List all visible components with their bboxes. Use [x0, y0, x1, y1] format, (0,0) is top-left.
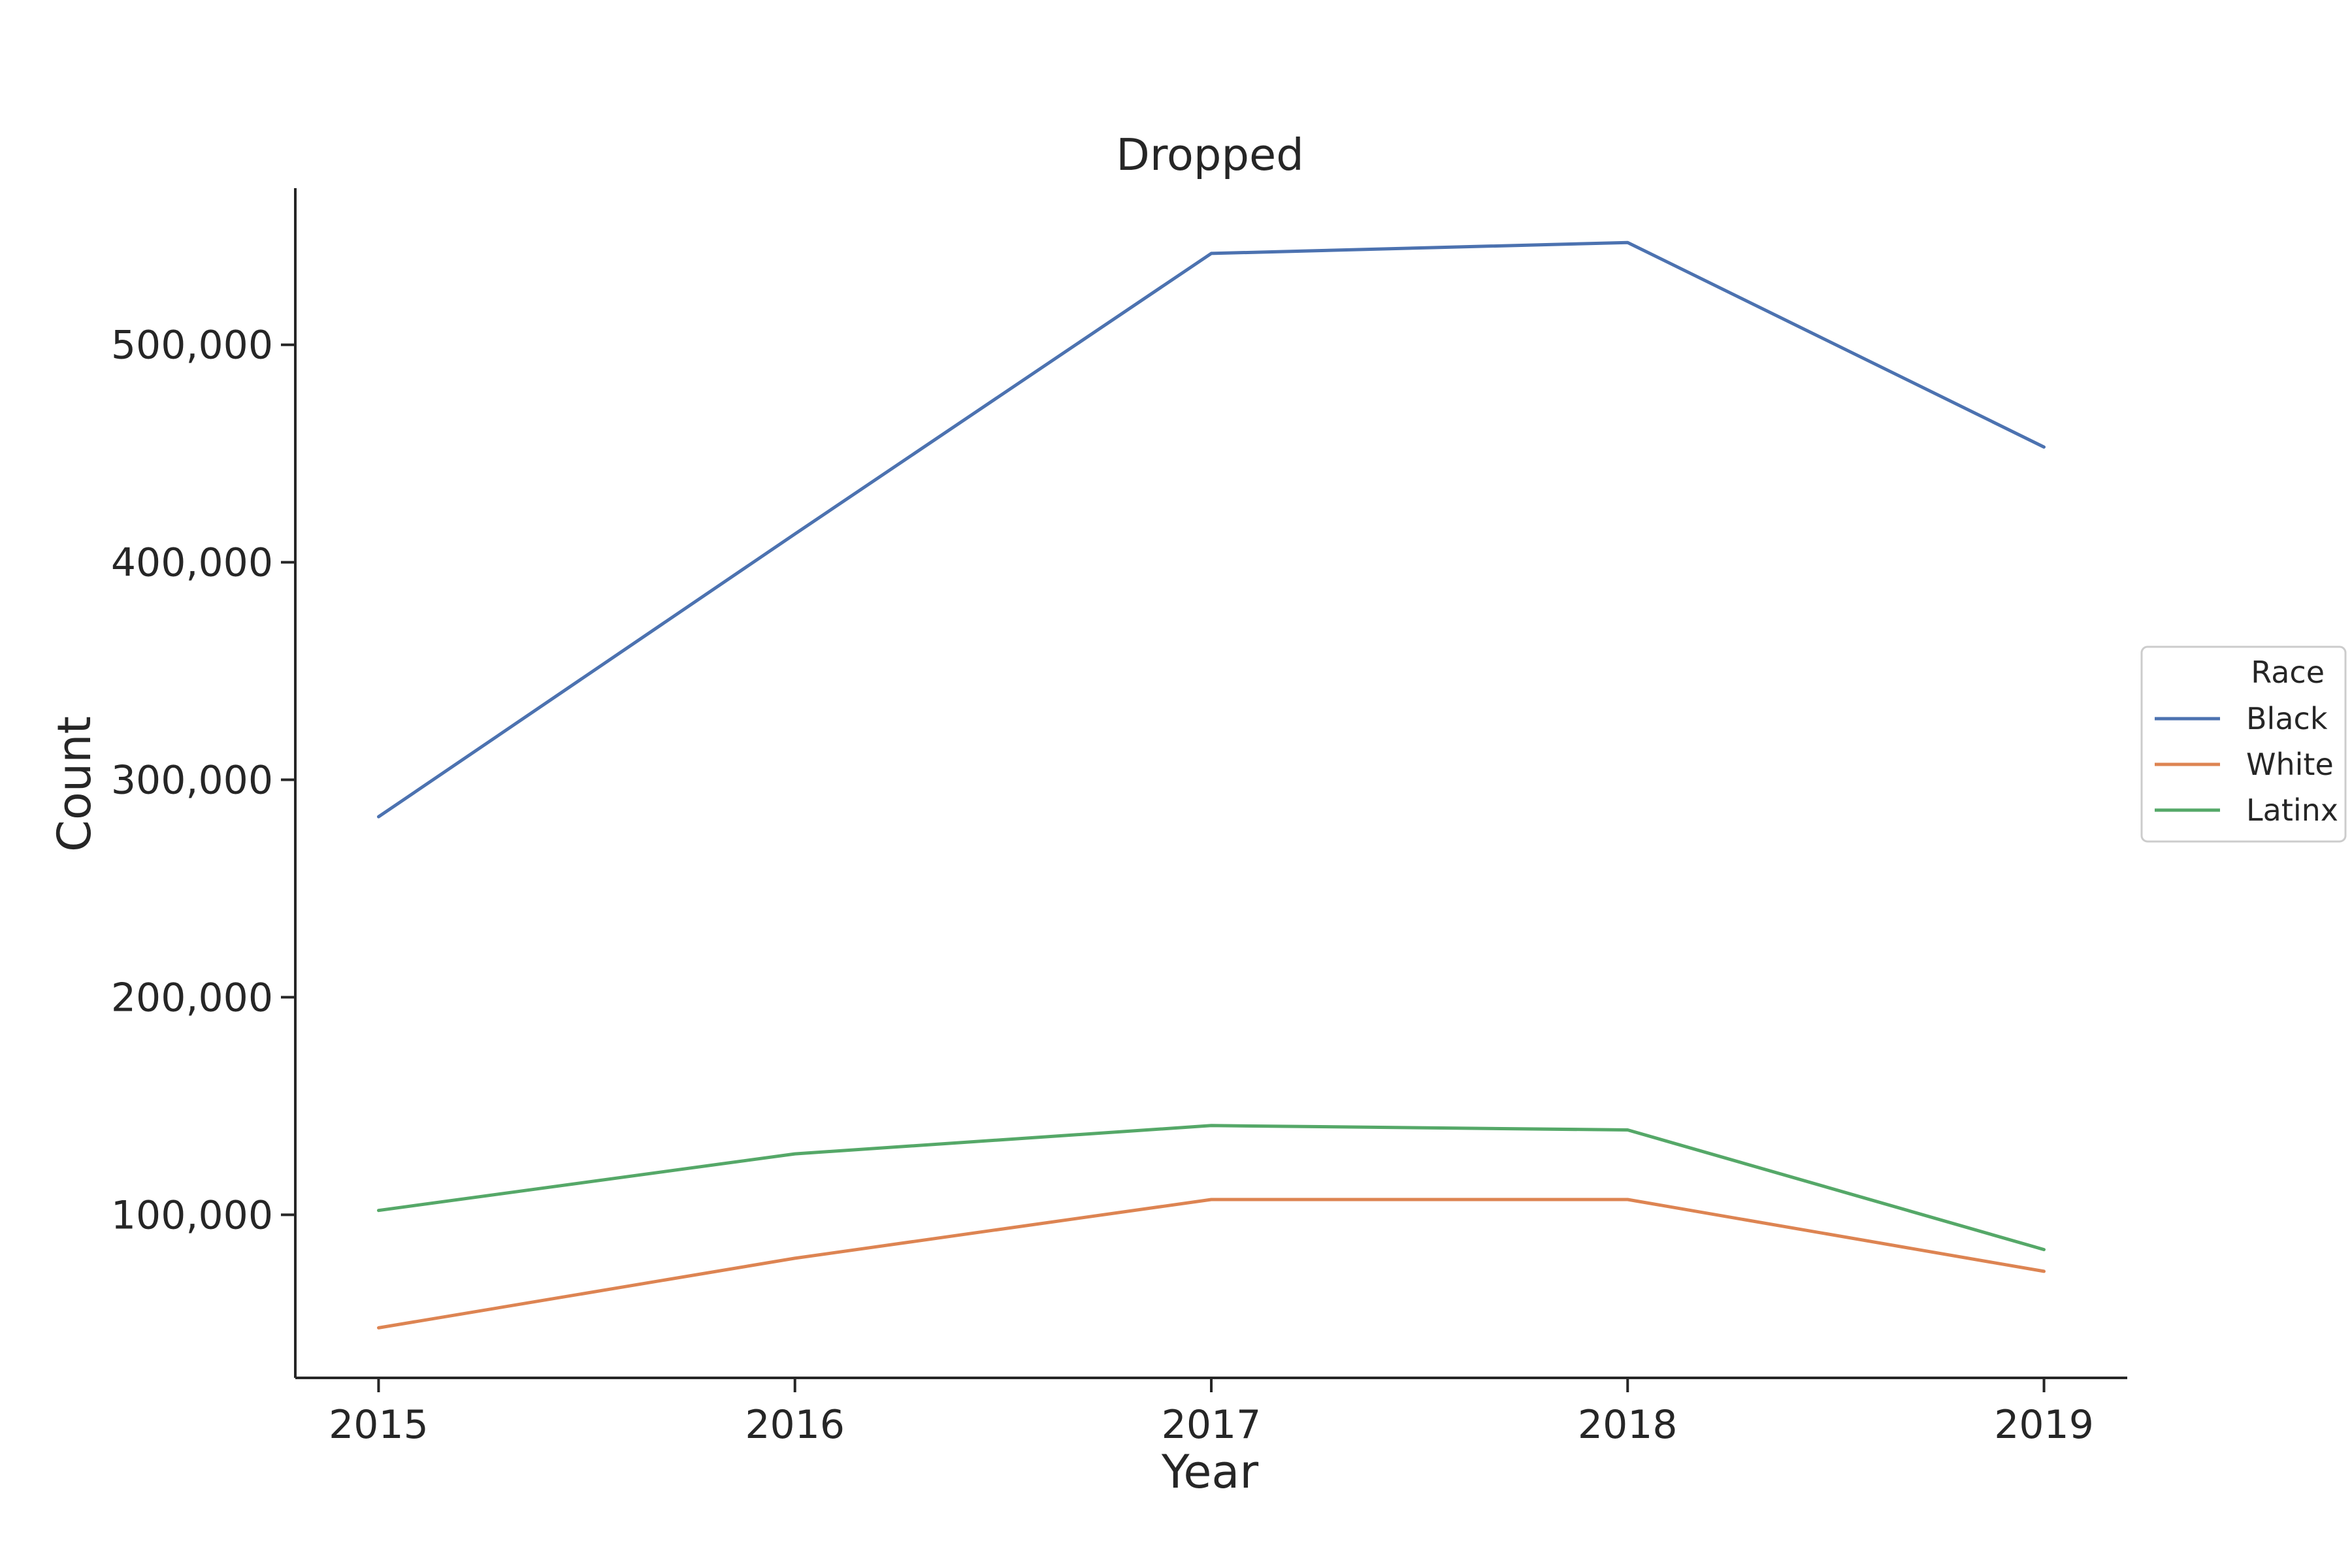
x-tick-label: 2016 [745, 1402, 845, 1448]
y-tick-label: 100,000 [111, 1192, 273, 1238]
y-tick-label: 200,000 [111, 975, 273, 1021]
y-tick-label: 500,000 [111, 323, 273, 368]
legend-label-black: Black [2246, 701, 2328, 736]
y-axis-ticks: 100,000 200,000 300,000 400,000 500,000 [111, 323, 295, 1238]
x-tick-label: 2019 [1994, 1402, 2094, 1448]
legend-label-white: White [2246, 747, 2334, 782]
y-tick-label: 300,000 [111, 758, 273, 804]
x-axis-ticks: 2015 2016 2017 2018 2019 [329, 1378, 2094, 1448]
x-tick-label: 2018 [1578, 1402, 1678, 1448]
plot-area: 2015 2016 2017 2018 2019 100,000 200,000 300,0… [111, 188, 2127, 1448]
series-lines [377, 240, 2046, 1330]
y-tick-label: 400,000 [111, 540, 273, 586]
legend-title: Race [2251, 655, 2325, 690]
legend: Race Black White Latinx [2140, 645, 2347, 843]
chart-title: Dropped [1116, 129, 1303, 180]
series-line-white [377, 1198, 2046, 1330]
legend-label-latinx: Latinx [2246, 792, 2338, 828]
x-tick-label: 2017 [1162, 1402, 1262, 1448]
series-line-black [377, 240, 2046, 819]
x-tick-label: 2015 [329, 1402, 429, 1448]
legend-entries: Black White Latinx [2155, 701, 2338, 828]
y-axis-title: Count [48, 716, 101, 852]
series-line-latinx [377, 1124, 2046, 1252]
legend-frame [2140, 645, 2347, 843]
x-axis-title: Year [1161, 1445, 1258, 1499]
